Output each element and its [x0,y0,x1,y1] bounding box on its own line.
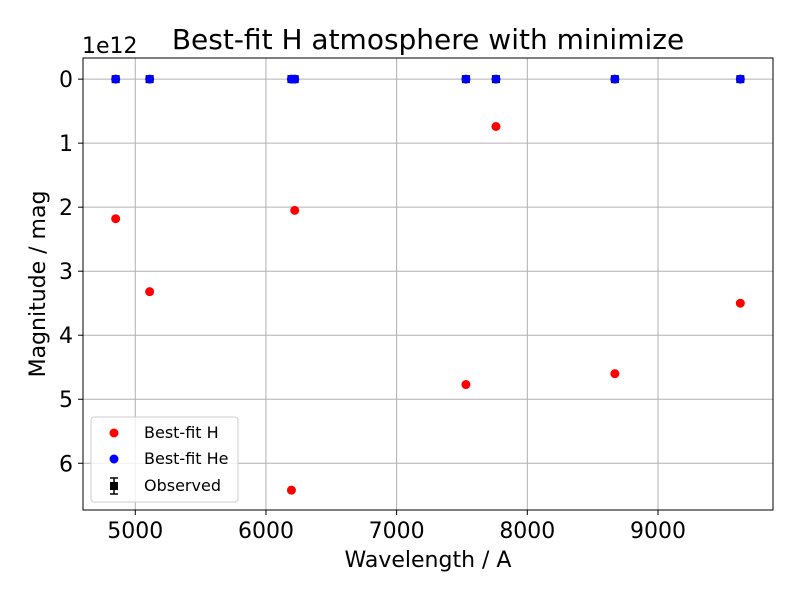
chart-title: Best-fit H atmosphere with minimize [172,23,684,56]
legend: Best-fit H Best-fit He Observed [90,416,239,503]
axis-ticks: 5000 6000 7000 8000 9000 0 1 2 3 4 5 6 [59,68,686,544]
legend-marker-best-fit-he [109,454,119,464]
best-fit-he-point [491,74,501,84]
y-offset-label: 1e12 [82,34,138,59]
best-fit-h-point [286,485,296,495]
best-fit-h-point [491,122,501,132]
best-fit-h-point [111,214,121,224]
y-axis-title: Magnitude / mag [26,191,51,378]
x-axis-title: Wavelength / A [345,548,512,573]
legend-box [90,416,239,503]
x-tick-label: 9000 [630,519,686,544]
best-fit-he-point [290,74,300,84]
x-tick-label: 8000 [499,519,555,544]
legend-label-observed: Observed [144,476,221,495]
legend-label-best-fit-he: Best-fit He [144,449,229,468]
legend-label-best-fit-h: Best-fit H [144,423,219,442]
best-fit-he-point [461,74,471,84]
y-tick-label: 2 [59,196,73,221]
plot-marks [111,74,745,495]
best-fit-he-point [735,74,745,84]
best-fit-h-point [145,287,155,297]
y-tick-label: 1 [59,132,73,157]
best-fit-he-point [111,74,121,84]
x-tick-label: 6000 [238,519,294,544]
legend-marker-observed [110,477,118,495]
y-tick-label: 5 [59,388,73,413]
y-tick-label: 3 [59,260,73,285]
y-tick-label: 0 [59,68,73,93]
best-fit-he-point [610,74,620,84]
x-tick-label: 5000 [107,519,163,544]
y-tick-label: 4 [59,324,73,349]
best-fit-h-point [735,298,745,308]
x-tick-label: 7000 [369,519,425,544]
best-fit-h-point [290,205,300,215]
best-fit-h-point [610,369,620,379]
y-tick-label: 6 [59,452,73,477]
legend-marker-best-fit-h [109,428,119,438]
best-fit-he-point [145,74,155,84]
best-fit-h-point [461,380,471,390]
plot-frame [82,57,774,511]
